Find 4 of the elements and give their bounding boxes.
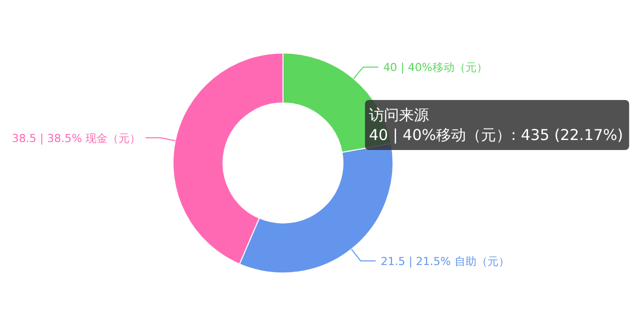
slice-label: 38.5 | 38.5% 现金（元）	[12, 132, 141, 145]
tooltip: 访问来源 40 | 40%移动（元）: 435 (22.17%)	[365, 100, 630, 150]
slice-label: 21.5 | 21.5% 自助（元）	[380, 254, 510, 268]
slice-label: 40 | 40%移动（元）	[383, 61, 488, 74]
